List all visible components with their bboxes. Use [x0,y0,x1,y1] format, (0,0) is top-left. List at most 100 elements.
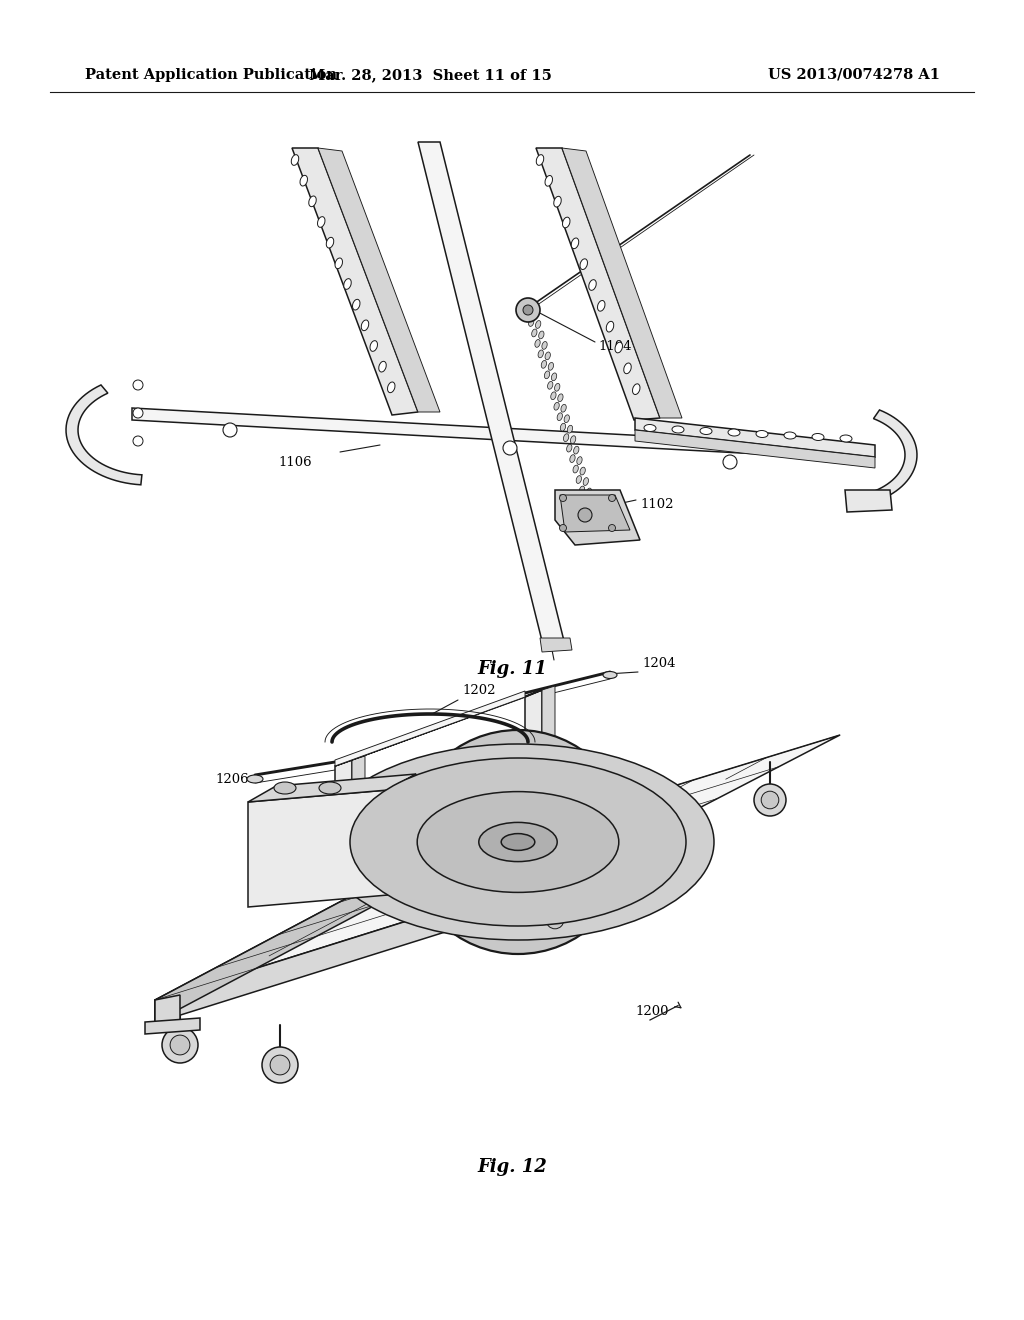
Ellipse shape [536,321,541,329]
Ellipse shape [644,425,656,432]
Ellipse shape [577,457,582,465]
Ellipse shape [700,428,712,434]
Ellipse shape [589,280,596,290]
Ellipse shape [603,672,617,678]
Polygon shape [132,408,870,459]
Ellipse shape [555,383,560,391]
Polygon shape [145,1018,200,1034]
Ellipse shape [274,781,296,795]
Polygon shape [292,148,418,414]
Ellipse shape [291,154,299,165]
Polygon shape [155,995,180,1027]
Text: Fig. 11: Fig. 11 [477,660,547,678]
Circle shape [539,904,571,936]
Circle shape [503,441,517,455]
Circle shape [761,791,779,809]
Ellipse shape [561,404,566,412]
Ellipse shape [387,381,395,392]
Ellipse shape [542,342,547,350]
Ellipse shape [344,279,351,289]
Circle shape [133,408,143,418]
Polygon shape [555,490,640,545]
Ellipse shape [551,392,556,400]
Ellipse shape [567,425,572,433]
Polygon shape [155,870,400,1022]
Ellipse shape [417,792,618,892]
Ellipse shape [300,176,307,186]
Ellipse shape [479,822,557,862]
Ellipse shape [812,433,824,441]
Polygon shape [635,430,874,469]
Ellipse shape [583,478,589,486]
Circle shape [546,911,564,929]
Text: 1204: 1204 [642,657,676,671]
Ellipse shape [554,403,559,411]
Polygon shape [66,385,142,484]
Circle shape [262,1047,298,1082]
Circle shape [516,298,540,322]
Ellipse shape [557,413,562,421]
Text: 1202: 1202 [462,684,496,697]
Text: 1208: 1208 [664,826,697,840]
Ellipse shape [545,371,550,379]
Ellipse shape [309,195,316,207]
Ellipse shape [327,238,334,248]
Ellipse shape [624,363,631,374]
Ellipse shape [563,434,568,442]
Ellipse shape [247,775,263,783]
Circle shape [578,508,592,521]
Polygon shape [542,686,555,818]
Polygon shape [248,774,416,803]
Polygon shape [248,789,388,907]
Text: 1104: 1104 [598,341,632,352]
Circle shape [523,305,534,315]
Circle shape [608,495,615,502]
Circle shape [559,524,566,532]
Ellipse shape [756,430,768,437]
Ellipse shape [672,426,684,433]
Ellipse shape [379,362,386,372]
Text: 1106: 1106 [278,455,311,469]
Ellipse shape [564,414,569,422]
Ellipse shape [580,486,585,494]
Circle shape [608,524,615,532]
Ellipse shape [548,363,554,370]
Polygon shape [635,418,874,457]
Polygon shape [430,800,610,820]
Ellipse shape [580,259,588,269]
Text: Fig. 12: Fig. 12 [477,1158,547,1176]
Text: 1102: 1102 [640,498,674,511]
Ellipse shape [335,257,342,269]
Polygon shape [525,690,542,825]
Ellipse shape [319,781,341,795]
Ellipse shape [558,393,563,401]
Ellipse shape [571,238,579,248]
Polygon shape [335,760,352,892]
Ellipse shape [577,475,582,483]
Ellipse shape [535,339,541,347]
Polygon shape [335,690,525,766]
Ellipse shape [573,465,579,473]
Ellipse shape [539,331,544,339]
Polygon shape [560,495,630,532]
Ellipse shape [570,436,575,444]
Ellipse shape [554,197,561,207]
Polygon shape [540,638,572,652]
Ellipse shape [531,329,537,337]
Ellipse shape [840,436,852,442]
Ellipse shape [548,381,553,389]
Ellipse shape [370,341,378,351]
Ellipse shape [317,216,325,227]
Ellipse shape [322,744,714,940]
Ellipse shape [406,730,630,954]
Ellipse shape [525,308,530,315]
Polygon shape [536,148,660,420]
Text: Mar. 28, 2013  Sheet 11 of 15: Mar. 28, 2013 Sheet 11 of 15 [308,69,552,82]
Circle shape [754,784,786,816]
Ellipse shape [569,454,575,462]
Ellipse shape [598,301,605,312]
Text: 1200: 1200 [635,1005,669,1018]
Text: 1206: 1206 [215,774,249,785]
Ellipse shape [542,360,547,368]
Polygon shape [155,862,595,1023]
